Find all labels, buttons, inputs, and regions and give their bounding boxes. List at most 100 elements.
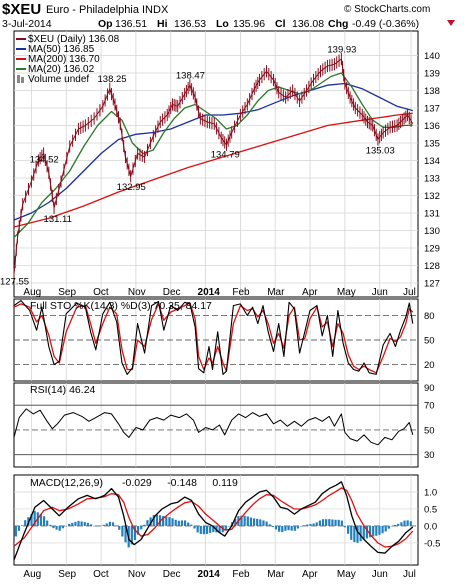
histogram-bar xyxy=(30,514,33,526)
macd-line xyxy=(13,481,414,561)
histogram-bar xyxy=(171,518,174,526)
histogram-bar xyxy=(343,525,347,528)
histogram-bar xyxy=(340,520,343,526)
histogram-bar xyxy=(199,525,202,534)
histogram-bar xyxy=(227,525,231,527)
histogram-bar xyxy=(325,519,328,526)
sto-k-line xyxy=(13,300,414,375)
histogram-bar xyxy=(252,518,256,526)
histogram-bar xyxy=(14,525,17,537)
histogram-bar xyxy=(71,522,74,526)
histogram-bar xyxy=(268,524,271,526)
histogram-bar xyxy=(337,519,340,526)
histogram-bar xyxy=(39,514,43,526)
histogram-bar xyxy=(140,525,143,530)
histogram-bar xyxy=(177,520,180,526)
histogram-bar xyxy=(24,520,27,526)
histogram-bar xyxy=(149,517,152,526)
histogram-bar xyxy=(350,525,353,540)
histogram-bar xyxy=(315,522,318,526)
price-annotation: 138.25 xyxy=(98,74,127,85)
histogram-bar xyxy=(80,521,83,526)
histogram-bar xyxy=(365,525,369,539)
x-tick-label-bottom: Mar xyxy=(267,569,285,580)
y-axis-labels: 127 128 129 130 131 132 133 134 135 136 137 138 139 1… xyxy=(424,51,440,549)
ohlc-readout: Op 136.51 Hi 136.53 Lo 135.96 Cl 136.08 Chg -0.49… xyxy=(98,18,419,30)
histogram-bar xyxy=(397,523,400,526)
histogram-bar xyxy=(212,525,215,533)
histogram-bar xyxy=(165,516,168,526)
y-tick-label: 90 xyxy=(424,383,435,394)
histogram-bar xyxy=(61,525,64,529)
y-tick-label: 127 xyxy=(424,279,440,290)
histogram-bar xyxy=(108,521,111,526)
x-tick-label-price: May xyxy=(337,287,356,298)
x-tick-label-price: Aug xyxy=(23,287,41,298)
histogram-bar xyxy=(77,520,80,526)
histogram-bar xyxy=(124,525,127,543)
x-tick-label-price: Mar xyxy=(267,287,285,298)
x-tick-label-price: Apr xyxy=(302,287,318,298)
histogram-bar xyxy=(331,519,334,526)
ohlc-value: 136.08 xyxy=(292,18,324,30)
histogram-bar xyxy=(17,525,21,531)
y-tick-label: 137 xyxy=(424,104,440,115)
x-tick-label-price: Dec xyxy=(163,287,181,298)
histogram-bar xyxy=(334,519,337,526)
histogram-bar xyxy=(64,525,68,527)
y-tick-label: 128 xyxy=(424,261,440,272)
price-annotation: 135.03 xyxy=(366,145,395,156)
ohlc-value: 136.51 xyxy=(115,18,147,30)
macd-histogram xyxy=(14,511,412,548)
histogram-bar xyxy=(187,522,190,526)
histogram-bar xyxy=(384,525,387,532)
legend-label: MA(50) 136.85 xyxy=(28,44,95,55)
histogram-bar xyxy=(49,524,52,526)
histogram-bar xyxy=(143,524,146,526)
histogram-bar xyxy=(218,525,221,533)
legend-label: MA(200) 136.70 xyxy=(28,54,100,65)
rsi-panel xyxy=(13,382,419,468)
x-tick-label-price: Nov xyxy=(128,287,146,298)
ohlc-value: 135.96 xyxy=(233,18,265,30)
histogram-bar xyxy=(321,519,325,526)
histogram-bar xyxy=(403,520,406,526)
y-tick-label: 30 xyxy=(424,450,435,461)
histogram-bar xyxy=(265,521,268,526)
x-tick-label-price: Feb xyxy=(232,287,250,298)
histogram-bar xyxy=(240,515,243,526)
price-panel xyxy=(13,30,419,298)
histogram-bar xyxy=(281,525,284,533)
histogram-bar xyxy=(390,525,394,527)
histogram-bar xyxy=(105,523,108,526)
histogram-bar xyxy=(296,525,300,529)
histogram-bar xyxy=(152,515,155,526)
price-annotation: 127.55 xyxy=(0,276,29,287)
histogram-bar xyxy=(96,525,99,527)
histogram-bar xyxy=(274,525,278,530)
x-tick-label-bottom: Dec xyxy=(163,569,181,580)
x-axis-labels: Aug Aug Sep Sep Oct Oct Nov Nov Dec Dec 2014 2014 Fe… xyxy=(23,287,415,580)
y-tick-label: -0.5 xyxy=(424,538,440,549)
histogram-bar xyxy=(42,516,46,526)
histogram-bar xyxy=(193,525,196,529)
ma50-line xyxy=(13,82,413,221)
rsi-line xyxy=(13,408,414,446)
histogram-bar xyxy=(256,518,259,526)
y-tick-label: 139 xyxy=(424,69,440,80)
histogram-bar xyxy=(155,514,158,526)
legend-label: Volume undef xyxy=(28,74,89,85)
histogram-bar xyxy=(102,524,105,526)
histogram-bar xyxy=(262,520,265,526)
indicator-lines xyxy=(13,52,414,561)
histogram-bar xyxy=(259,519,262,526)
histogram-bar xyxy=(368,525,372,538)
histogram-bar xyxy=(86,522,90,526)
histogram-bar xyxy=(243,515,246,526)
histogram-bar xyxy=(121,525,124,537)
histogram-bar xyxy=(130,525,133,545)
ohlc-label: Hi xyxy=(157,18,168,30)
x-tick-label-price: Oct xyxy=(93,287,109,298)
x-tick-label-price: Jul xyxy=(403,287,416,298)
date-label: 3-Jul-2014 xyxy=(2,18,52,30)
